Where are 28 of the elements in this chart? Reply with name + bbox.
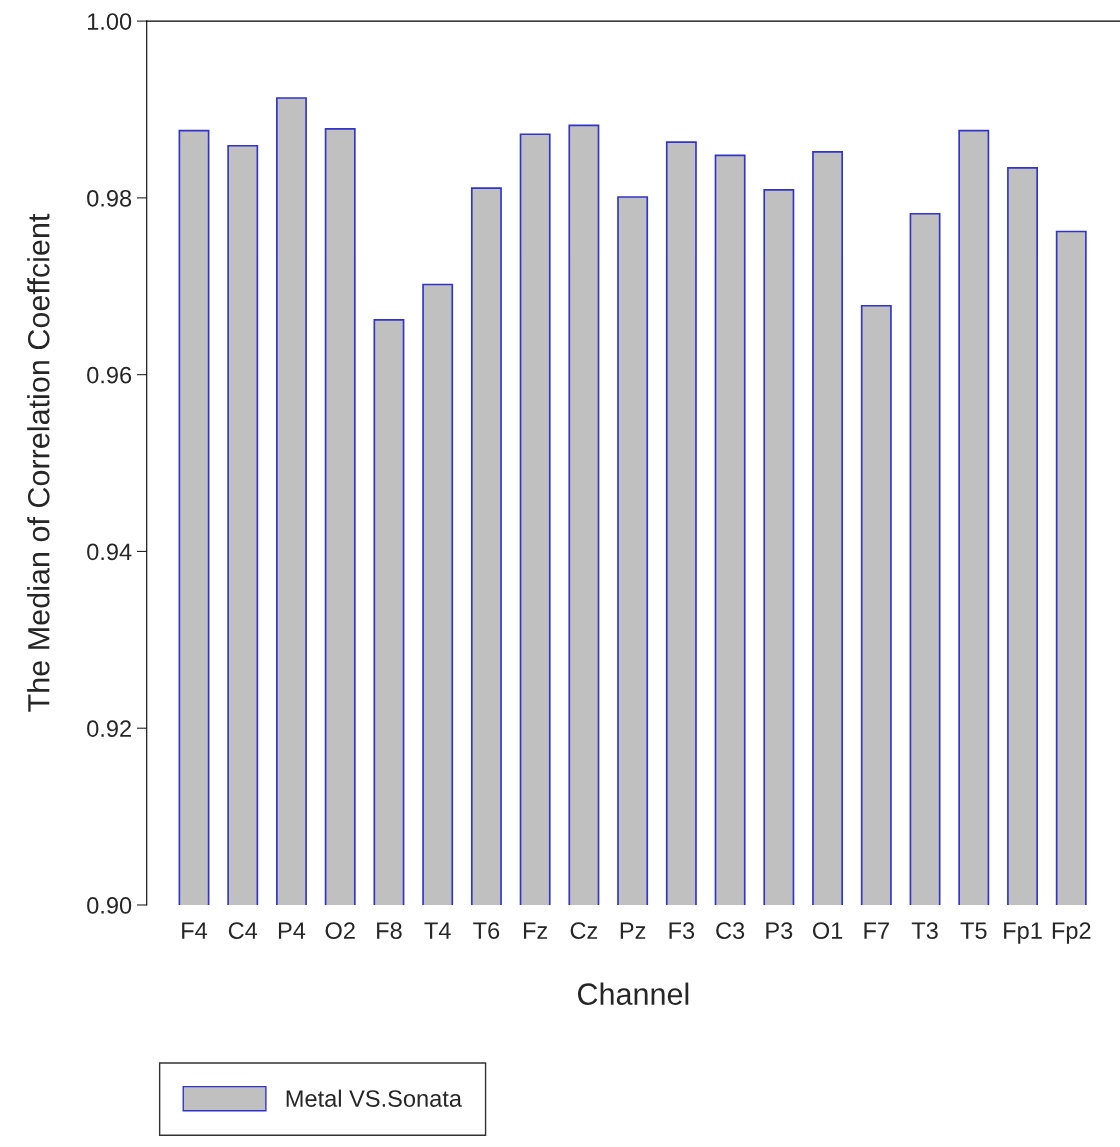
y-tick-label: 0.94 — [87, 543, 132, 561]
x-tick-label: C4 — [228, 922, 258, 939]
y-tick-label: 0.92 — [87, 720, 131, 737]
y-tick-label: 0.96 — [87, 366, 132, 384]
x-tick-label: F7 — [864, 922, 889, 939]
x-tick-label: C3 — [716, 922, 745, 939]
y-tick-label: 0.90 — [87, 897, 132, 914]
y-tick-label: 1.00 — [87, 13, 132, 30]
x-tick-label: Pz — [620, 922, 646, 939]
x-tick-label: T5 — [960, 922, 987, 939]
y-tick-label: 0.98 — [87, 189, 132, 207]
legend-label: Metal VS.Sonata — [286, 1089, 462, 1107]
x-tick-label: F3 — [669, 922, 695, 939]
x-tick-label: T4 — [424, 922, 451, 939]
x-tick-label: P3 — [766, 922, 793, 939]
x-tick-label: P4 — [278, 922, 306, 939]
x-tick-label: T3 — [911, 922, 938, 939]
x-tick-label: F8 — [377, 922, 402, 939]
x-tick-label: Fz — [523, 922, 548, 939]
x-tick-label: Fp2 — [1052, 922, 1091, 944]
x-tick-label: Fp1 — [1004, 922, 1042, 944]
x-tick-label: F4 — [182, 922, 208, 939]
x-tick-label: O2 — [325, 922, 355, 939]
x-axis-title: Channel — [578, 982, 689, 1005]
x-tick-label: O1 — [812, 922, 843, 939]
x-tick-label: Cz — [570, 922, 598, 939]
x-tick-label: T6 — [473, 922, 500, 939]
y-axis-title: The Median of Correlation Coeffcient — [27, 213, 50, 712]
